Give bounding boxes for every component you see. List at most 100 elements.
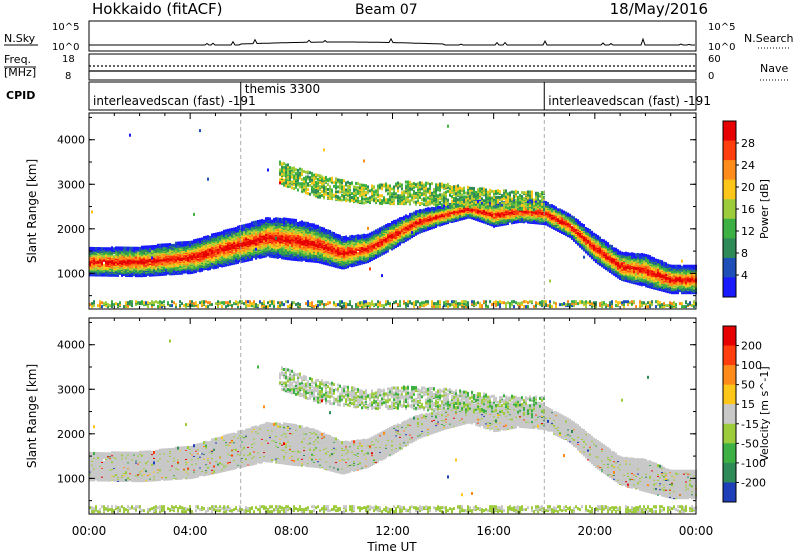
echo-cell bbox=[155, 245, 157, 248]
echo-cell bbox=[97, 304, 99, 307]
echo-cell bbox=[169, 243, 171, 246]
echo-cell bbox=[179, 300, 181, 303]
freq-tick-top-right: 60 bbox=[708, 54, 721, 65]
echo-cell bbox=[111, 305, 113, 308]
nsky-tick-bottom-right: 10^0 bbox=[708, 42, 735, 53]
freq-tick-bottom-left: 8 bbox=[65, 71, 71, 82]
echo-cell bbox=[93, 247, 95, 250]
echo-cell bbox=[111, 300, 113, 303]
nsky-tick-top-right: 10^5 bbox=[708, 22, 735, 33]
echo-cell bbox=[91, 210, 93, 213]
echo-cell bbox=[171, 300, 173, 303]
date-title: 18/May/2016 bbox=[610, 0, 708, 18]
echo-cell bbox=[143, 301, 145, 304]
echo-cell bbox=[107, 303, 109, 306]
freq-label-2: [MHz] bbox=[4, 66, 36, 79]
echo-cell bbox=[109, 304, 111, 307]
echo-cell bbox=[135, 247, 137, 250]
cpid-segments: interleavedscan (fast) -191themis 3300in… bbox=[93, 82, 711, 110]
nsky-tick-top-left: 10^5 bbox=[52, 22, 79, 33]
echo-cell bbox=[187, 303, 189, 306]
echo-cell bbox=[131, 300, 133, 303]
echo-cell bbox=[137, 301, 139, 304]
echo-cell bbox=[127, 259, 129, 262]
nsky-tick-bottom-left: 10^0 bbox=[52, 42, 79, 53]
echo-cell bbox=[175, 271, 177, 274]
echo-cell bbox=[189, 300, 191, 303]
echo-cell bbox=[181, 241, 183, 244]
echo-cell bbox=[127, 247, 129, 250]
echo-cell bbox=[149, 245, 151, 248]
freq-tick-top-left: 18 bbox=[62, 54, 75, 65]
echo-cell bbox=[129, 300, 131, 303]
echo-cell bbox=[109, 247, 111, 250]
station-title: Hokkaido (fitACF) bbox=[92, 0, 223, 18]
echo-cell bbox=[119, 247, 121, 250]
echo-cell bbox=[163, 300, 165, 303]
echo-cell bbox=[171, 244, 173, 247]
echo-cell bbox=[175, 242, 177, 245]
echo-cell bbox=[105, 247, 107, 250]
cpid-segment-label: interleavedscan (fast) -191 bbox=[93, 94, 256, 108]
echo-cell bbox=[147, 305, 149, 308]
echo-cell bbox=[183, 241, 185, 244]
cpid-segment-label: interleavedscan (fast) -191 bbox=[548, 94, 711, 108]
echo-cell bbox=[127, 301, 129, 304]
echo-cell bbox=[125, 301, 127, 304]
echo-cell bbox=[147, 301, 149, 304]
echo-cell bbox=[173, 244, 175, 247]
echo-cell bbox=[165, 269, 167, 272]
echo-cell bbox=[155, 300, 157, 303]
echo-cell bbox=[113, 255, 115, 258]
echo-cell bbox=[159, 303, 161, 306]
cpid-label: CPID bbox=[6, 89, 35, 102]
echo-cell bbox=[117, 303, 119, 306]
echo-cell bbox=[145, 301, 147, 304]
echo-cell bbox=[117, 246, 119, 249]
echo-cell bbox=[103, 247, 105, 250]
nsky-label: N.Sky bbox=[4, 32, 36, 45]
echo-cell bbox=[99, 300, 101, 303]
echo-cell bbox=[165, 243, 167, 246]
nsky-trace bbox=[89, 39, 695, 47]
echo-cell bbox=[131, 247, 133, 250]
echo-cell bbox=[189, 241, 191, 244]
echo-cell bbox=[101, 262, 103, 265]
echo-cell bbox=[129, 247, 131, 250]
echo-cell bbox=[139, 247, 141, 250]
echo-cell bbox=[123, 247, 125, 250]
echo-cell bbox=[171, 304, 173, 307]
echo-cell bbox=[177, 242, 179, 245]
echo-cell bbox=[133, 247, 135, 250]
echo-cell bbox=[151, 250, 153, 253]
echo-cell bbox=[93, 304, 95, 307]
echo-cell bbox=[185, 241, 187, 244]
echo-cell bbox=[167, 243, 169, 246]
echo-cell bbox=[161, 244, 163, 247]
echo-cell bbox=[101, 247, 103, 250]
echo-cell bbox=[121, 274, 123, 277]
echo-cell bbox=[153, 301, 155, 304]
echo-cell bbox=[101, 305, 103, 308]
echo-cell bbox=[187, 241, 189, 244]
echo-cell bbox=[137, 252, 139, 255]
echo-cell bbox=[159, 300, 161, 303]
echo-cell bbox=[191, 300, 193, 303]
echo-cell bbox=[139, 301, 141, 304]
echo-cell bbox=[179, 304, 181, 307]
echo-cell bbox=[103, 302, 105, 305]
echo-cell bbox=[91, 302, 93, 305]
rti-figure: Hokkaido (fitACF) Beam 07 18/May/2016 N.… bbox=[0, 0, 800, 554]
echo-cell bbox=[175, 303, 177, 306]
echo-cell bbox=[151, 245, 153, 248]
cpid-segment-label: themis 3300 bbox=[245, 82, 320, 96]
echo-cell bbox=[91, 247, 93, 250]
echo-cell bbox=[185, 303, 187, 306]
echo-cell bbox=[123, 305, 125, 308]
echo-cell bbox=[97, 257, 99, 260]
echo-cell bbox=[161, 301, 163, 304]
echo-cell bbox=[135, 300, 137, 303]
echo-cell bbox=[179, 241, 181, 244]
echo-cell bbox=[183, 304, 185, 307]
echo-cell bbox=[191, 241, 193, 244]
